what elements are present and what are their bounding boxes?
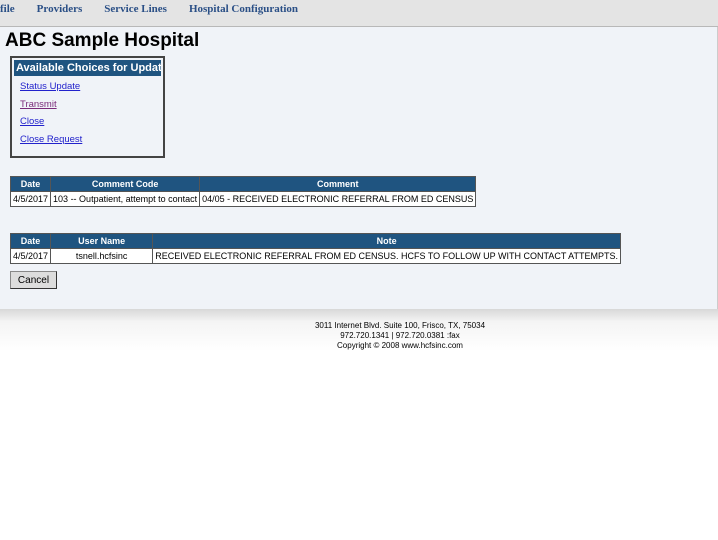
comments-table: Date Comment Code Comment 4/5/2017 103 -- O… [9,176,477,207]
nav-profile[interactable]: file [0,3,15,15]
choices-panel: Available Choices for Updates Status Upd… [10,56,165,158]
col-note: Note [152,233,621,249]
cell-comment-code: 103 -- Outpatient, attempt to contact [50,191,201,207]
cell-date: 4/5/2017 [9,248,52,264]
footer: 3011 Internet Blvd. Suite 100, Frisco, T… [0,309,718,351]
cell-user-name: tsnell.hcfsinc [50,248,154,264]
cancel-button[interactable]: Cancel [10,271,57,289]
table-row: 4/5/2017 tsnell.hcfsinc RECEIVED ELECTRONI… [9,248,621,264]
nav-hospital-configuration[interactable]: Hospital Configuration [188,3,299,15]
col-user-name: User Name [50,233,154,249]
footer-phone: 972.720.1341 | 972.720.0381 :fax [340,331,460,340]
notes-table: Date User Name Note 4/5/2017 tsnell.hcfsinc… [9,233,621,264]
close-link[interactable]: Close [20,116,45,127]
page-title: ABC Sample Hospital [5,30,200,51]
col-date: Date [9,233,52,249]
top-nav: file Providers Service Lines Hospital Co… [0,0,718,27]
col-comment-code: Comment Code [50,176,201,192]
col-date: Date [9,176,52,192]
footer-address: 3011 Internet Blvd. Suite 100, Frisco, T… [314,321,486,330]
cell-note: RECEIVED ELECTRONIC REFERRAL FROM ED CEN… [152,248,621,264]
cell-comment: 04/05 - RECEIVED ELECTRONIC REFERRAL FRO… [199,191,477,207]
transmit-link[interactable]: Transmit [20,99,57,110]
close-request-link[interactable]: Close Request [20,134,83,145]
status-update-link[interactable]: Status Update [20,81,81,92]
col-comment: Comment [199,176,477,192]
footer-copyright: Copyright © 2008 www.hcfsinc.com [337,341,463,350]
cell-date: 4/5/2017 [9,191,52,207]
table-row: 4/5/2017 103 -- Outpatient, attempt to co… [9,191,477,207]
choices-header: Available Choices for Updates [14,60,161,76]
nav-providers[interactable]: Providers [36,3,83,15]
nav-service-lines[interactable]: Service Lines [104,3,167,15]
